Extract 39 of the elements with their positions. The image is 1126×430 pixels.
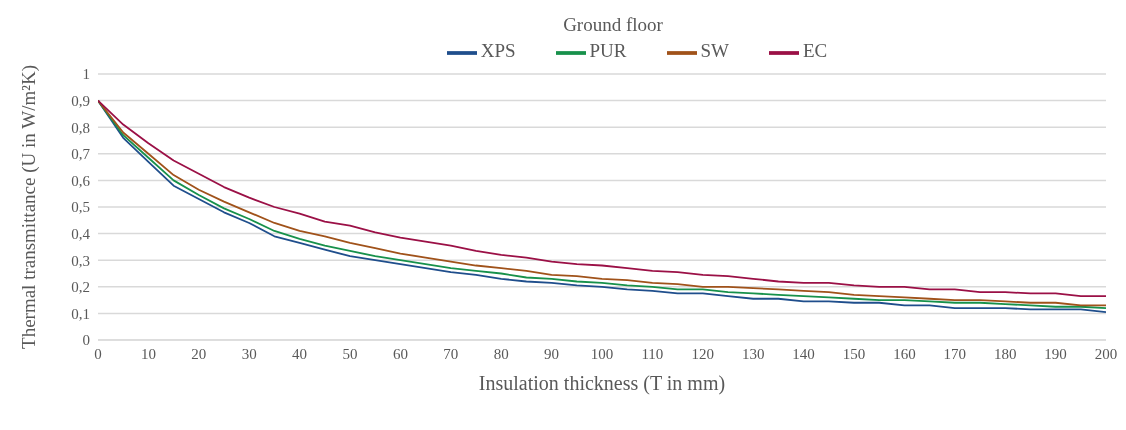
y-tick-label: 0,5 [71, 199, 90, 216]
y-tick-label: 0,9 [71, 92, 90, 109]
y-tick-label: 0,8 [71, 119, 90, 136]
x-tick-label: 40 [292, 345, 308, 362]
legend-label: SW [700, 40, 730, 62]
y-tick-label: 0 [82, 332, 90, 349]
x-tick-label: 150 [842, 345, 866, 362]
x-tick-label: 200 [1094, 345, 1118, 362]
x-tick-label: 30 [241, 345, 257, 362]
x-tick-label: 100 [590, 345, 614, 362]
x-tick-label: 190 [1044, 345, 1067, 362]
chart-title: Ground floor [562, 14, 664, 37]
x-tick-label: 50 [342, 345, 358, 362]
y-axis-title: Thermal transmittance (U in W/m²K) [17, 65, 40, 349]
y-tick-label: 1 [82, 66, 90, 83]
x-tick-label: 80 [493, 345, 509, 362]
x-tick-label: 60 [392, 345, 408, 362]
x-tick-label: 120 [691, 345, 715, 362]
x-tick-label: 140 [792, 345, 815, 362]
x-tick-label: 10 [140, 345, 156, 362]
x-tick-label: 170 [943, 345, 967, 362]
x-tick-label: 160 [893, 345, 916, 362]
x-tick-label: 180 [993, 345, 1017, 362]
x-tick-label: 130 [741, 345, 765, 362]
y-tick-label: 0,4 [71, 225, 91, 242]
x-axis-title: Insulation thickness (T in mm) [478, 372, 726, 395]
y-tick-label: 0,7 [71, 146, 91, 163]
y-tick-label: 0,1 [71, 305, 90, 322]
x-tick-label: 70 [443, 345, 459, 362]
x-tick-label: 0 [94, 345, 102, 362]
legend-label: PUR [589, 40, 627, 62]
y-tick-label: 0,6 [71, 172, 91, 189]
legend-label: XPS [480, 40, 516, 62]
y-tick-label: 0,2 [71, 279, 90, 296]
x-tick-label: 110 [641, 345, 664, 362]
x-tick-label: 20 [191, 345, 207, 362]
x-tick-label: 90 [544, 345, 560, 362]
legend-label: EC [803, 40, 828, 62]
y-tick-label: 0,3 [71, 252, 90, 269]
